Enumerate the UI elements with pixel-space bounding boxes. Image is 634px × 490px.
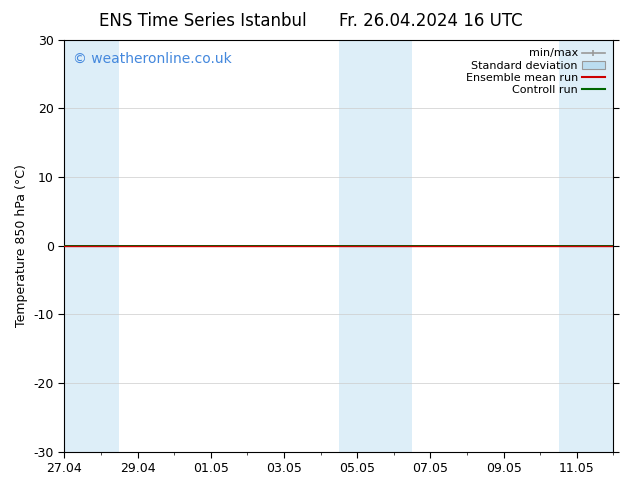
Bar [339,40,412,452]
Bar [559,40,631,452]
Bar [46,40,119,452]
Y-axis label: Temperature 850 hPa (°C): Temperature 850 hPa (°C) [15,164,28,327]
Text: © weatheronline.co.uk: © weatheronline.co.uk [72,52,231,66]
Text: Fr. 26.04.2024 16 UTC: Fr. 26.04.2024 16 UTC [339,12,523,30]
Text: ENS Time Series Istanbul: ENS Time Series Istanbul [99,12,307,30]
Legend: min/max, Standard deviation, Ensemble mean run, Controll run: min/max, Standard deviation, Ensemble me… [462,45,608,98]
